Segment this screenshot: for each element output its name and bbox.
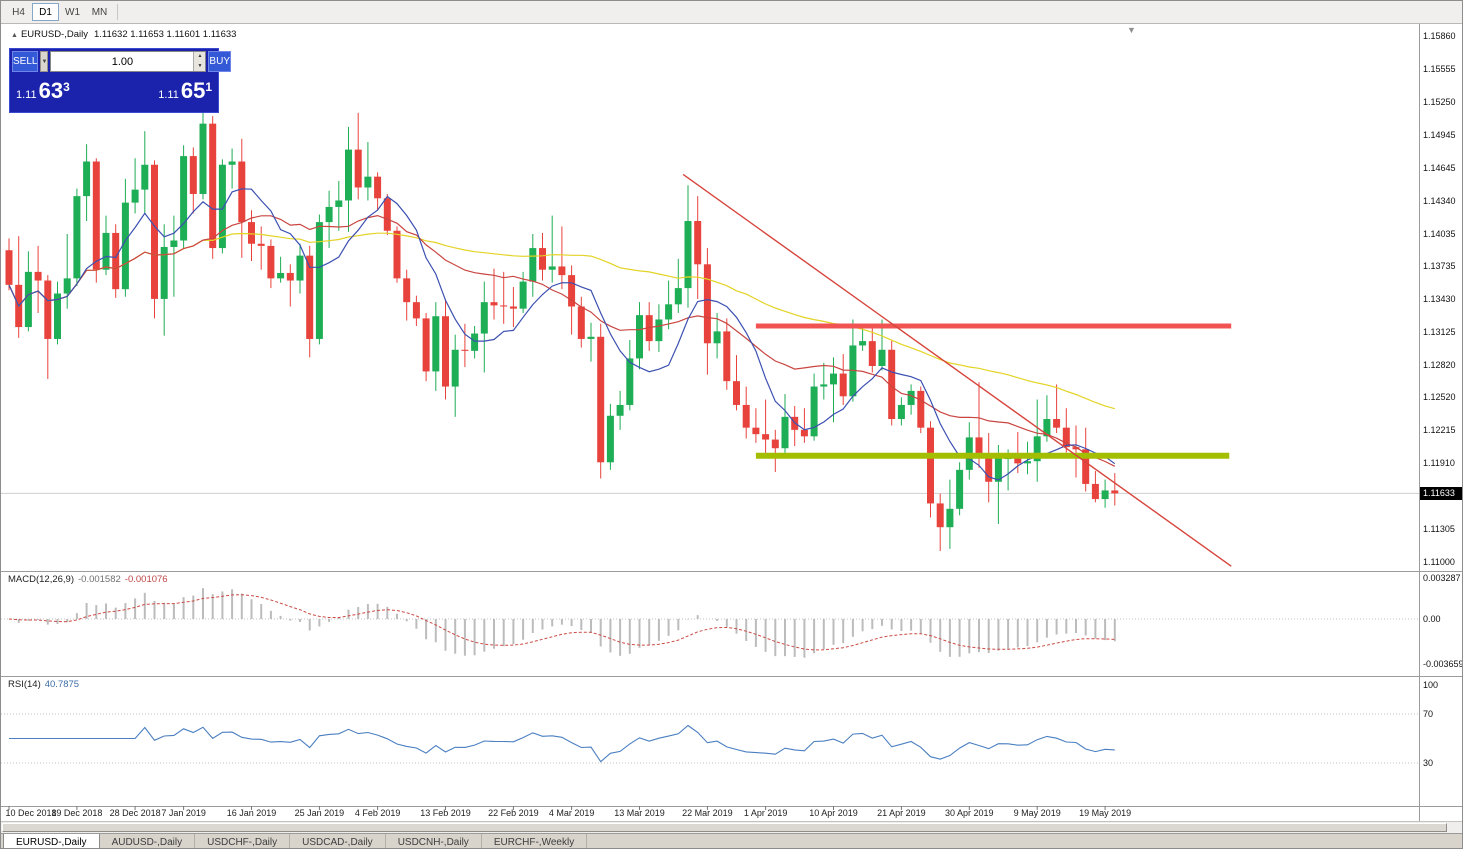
volume-input[interactable]	[51, 52, 194, 71]
candles	[5, 107, 1119, 552]
collapse-icon[interactable]: ▲	[11, 32, 18, 39]
date-label: 9 May 2019	[1013, 808, 1061, 818]
sell-price-big: 63	[38, 78, 64, 103]
date-label: 1 Apr 2019	[743, 808, 788, 818]
trendline[interactable]	[682, 173, 1232, 567]
date-label: 4 Feb 2019	[354, 808, 401, 818]
price-axis-label: 1.11000	[1423, 556, 1455, 567]
macd-histogram	[17, 588, 1116, 658]
horizontal-scrollbar[interactable]	[1, 821, 1462, 833]
current-price-badge: 1.11633	[1420, 486, 1462, 500]
volume-field: ▲ ▼	[50, 51, 207, 72]
chart-shift-marker-icon[interactable]: ▼	[1127, 25, 1136, 35]
macd-name: MACD(12,26,9)	[8, 574, 74, 585]
price-axis-label: 1.12820	[1423, 359, 1456, 370]
macd-indicator-label: MACD(12,26,9) -0.001582 -0.001076	[8, 574, 168, 585]
timeframe-toolbar: H4 D1 W1 MN	[1, 1, 1462, 24]
price-axis-label: 1.15555	[1423, 64, 1456, 74]
tab-usdchf-daily[interactable]: USDCHF-,Daily	[195, 834, 291, 848]
sell-button[interactable]: SELL	[12, 51, 39, 72]
buy-price-sup: 1	[205, 80, 212, 94]
trade-panel-prices: 1.11633 1.11651	[12, 72, 216, 110]
price-axis-label: 1.14645	[1423, 162, 1456, 173]
date-label: 10 Dec 2018	[5, 808, 57, 818]
chevron-down-icon: ▼	[41, 58, 48, 65]
date-label: 10 Apr 2019	[809, 808, 858, 818]
chart-title: ▲ EURUSD-,Daily 1.11632 1.11653 1.11601 1.…	[11, 29, 236, 40]
date-label: 21 Apr 2019	[877, 808, 926, 818]
macd-main-value: -0.001582	[78, 574, 121, 585]
sell-price[interactable]: 1.11633	[16, 78, 70, 104]
trade-panel-controls: SELL ▼ ▲ ▼ BUY	[12, 51, 231, 72]
price-axis-label: 1.13125	[1423, 326, 1456, 337]
one-click-trading-panel: SELL ▼ ▲ ▼ BUY 1.11633 1.11651	[9, 48, 231, 113]
chart-tabs-bar: EURUSD-,Daily AUDUSD-,Daily USDCHF-,Daily U…	[1, 833, 1462, 848]
price-axis-label: 1.14035	[1423, 228, 1456, 239]
date-label: 16 Jan 2019	[226, 808, 277, 818]
volume-dropdown-button[interactable]: ▼	[40, 51, 49, 72]
timeframe-h4[interactable]: H4	[12, 6, 25, 18]
timeframe-d1[interactable]: D1	[32, 3, 59, 21]
sell-price-prefix: 1.11	[16, 89, 37, 101]
date-label: 4 Mar 2019	[548, 808, 595, 818]
price-axis-label: 1.13430	[1423, 293, 1456, 304]
date-label: 28 Dec 2018	[109, 808, 161, 818]
rsi-value: 40.7875	[44, 679, 80, 690]
date-label: 13 Mar 2019	[614, 808, 665, 818]
buy-price[interactable]: 1.11651	[158, 78, 212, 104]
date-label: 7 Jan 2019	[161, 808, 206, 818]
rsi-name: RSI(14)	[8, 679, 41, 690]
sell-price-sup: 3	[63, 80, 70, 94]
volume-decrease-button[interactable]: ▼	[194, 61, 206, 71]
price-axis-label: 1.13735	[1423, 260, 1456, 271]
chart-background	[1, 24, 1462, 821]
macd-signal-line	[8, 594, 1115, 651]
date-label: 19 Dec 2018	[51, 808, 103, 818]
date-label: 25 Jan 2019	[294, 808, 345, 818]
price-axis-label: 1.14945	[1423, 130, 1456, 140]
price-axis-label: 1.11305	[1423, 523, 1455, 534]
volume-spinner: ▲ ▼	[193, 52, 206, 71]
ma-fast-line	[8, 188, 1116, 481]
rsi-axis-label: 70	[1423, 709, 1434, 719]
tab-usdcnh-daily[interactable]: USDCNH-,Daily	[386, 834, 482, 848]
date-label: 19 May 2019	[1079, 808, 1132, 818]
price-axis-label: 1.11910	[1423, 458, 1455, 469]
price-axis-label: 1.15250	[1423, 97, 1456, 107]
ma-mid-line	[8, 214, 1116, 467]
rsi-axis-label: 100	[1423, 680, 1439, 690]
tab-audusd-daily[interactable]: AUDUSD-,Daily	[100, 834, 196, 848]
ohlc-values: 1.11632 1.11653 1.11601 1.11633	[93, 29, 237, 40]
rsi-axis-label: 30	[1423, 758, 1434, 768]
symbol-label: EURUSD-,Daily	[20, 29, 88, 40]
tab-eurusd-daily[interactable]: EURUSD-,Daily	[3, 834, 100, 848]
rsi-line	[9, 724, 1115, 763]
rsi-indicator-label: RSI(14) 40.7875	[8, 679, 79, 690]
buy-price-big: 65	[180, 78, 206, 103]
tab-usdcad-daily[interactable]: USDCAD-,Daily	[290, 834, 386, 848]
date-label: 22 Mar 2019	[682, 808, 733, 818]
price-axis-label: 1.14340	[1423, 195, 1456, 206]
macd-axis-label: 0.00	[1423, 614, 1441, 624]
macd-signal-value: -0.001076	[124, 574, 168, 585]
macd-axis-label: -0.003659	[1423, 659, 1463, 670]
buy-button[interactable]: BUY	[208, 51, 231, 72]
price-axis-label: 1.12520	[1423, 392, 1456, 403]
timeframe-mn[interactable]: MN	[91, 6, 108, 18]
toolbar-separator	[117, 4, 118, 20]
date-label: 30 Apr 2019	[945, 808, 994, 818]
price-axis-label: 1.12215	[1423, 425, 1456, 436]
price-axis-label: 1.15860	[1423, 31, 1456, 41]
date-label: 22 Feb 2019	[488, 808, 539, 818]
macd-axis-label: 0.003287	[1423, 573, 1461, 584]
timeframe-w1[interactable]: W1	[65, 6, 80, 18]
volume-increase-button[interactable]: ▲	[194, 52, 206, 62]
date-label: 13 Feb 2019	[420, 808, 471, 818]
scrollbar-thumb[interactable]	[2, 823, 1447, 832]
buy-price-prefix: 1.11	[158, 89, 179, 101]
tab-eurchf-weekly[interactable]: EURCHF-,Weekly	[482, 834, 588, 848]
